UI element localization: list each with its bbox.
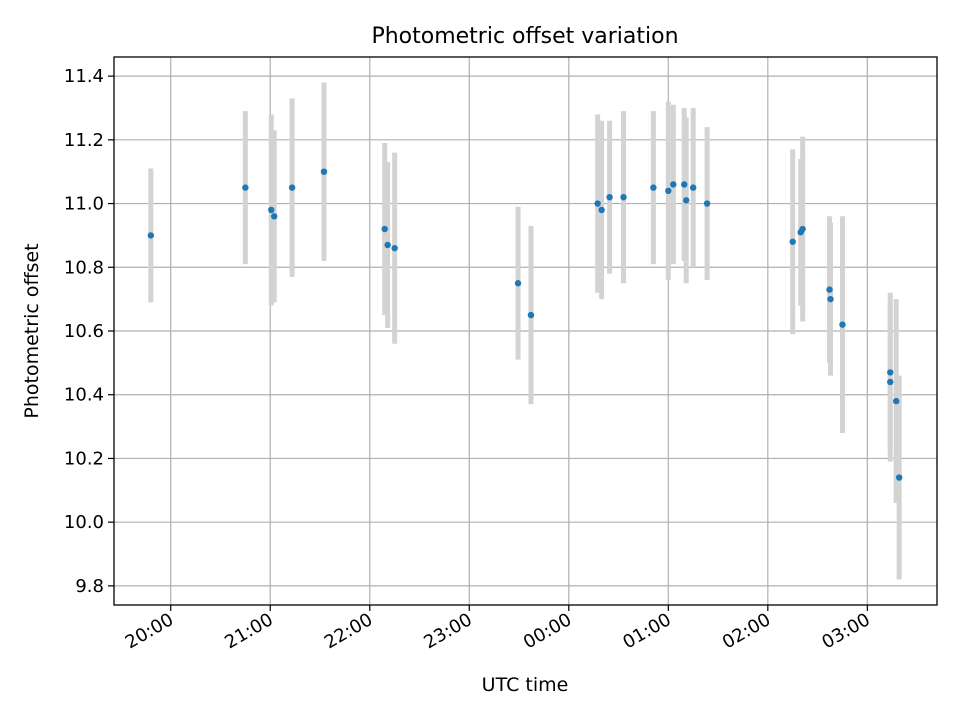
data-point <box>799 225 806 233</box>
y-tick-label: 10.6 <box>64 321 104 342</box>
y-tick-label: 10.4 <box>64 385 104 406</box>
data-points <box>147 168 903 481</box>
x-tick-label: 02:00 <box>719 609 774 653</box>
y-tick-label: 11.0 <box>64 194 104 215</box>
y-tick-label: 10.0 <box>64 512 104 533</box>
data-point <box>681 181 688 188</box>
data-point <box>598 206 605 214</box>
data-point <box>887 369 894 376</box>
data-point <box>620 193 627 201</box>
y-axis-label: Photometric offset <box>21 243 43 418</box>
x-tick-label: 01:00 <box>619 609 674 653</box>
data-point <box>689 184 697 191</box>
grid <box>114 57 937 605</box>
data-point <box>683 197 690 204</box>
x-tick-label: 20:00 <box>122 609 177 653</box>
chart-title: Photometric offset variation <box>371 24 678 49</box>
y-tick-label: 10.2 <box>64 448 104 469</box>
y-tick-label: 10.8 <box>64 257 104 278</box>
data-point <box>288 184 296 191</box>
data-point <box>514 280 522 287</box>
data-point <box>527 311 535 319</box>
y-tick-label: 11.2 <box>64 130 104 151</box>
data-point <box>381 225 388 233</box>
y-tick-label: 9.8 <box>75 576 104 597</box>
data-point <box>703 200 711 207</box>
data-point <box>892 397 900 405</box>
y-axis-ticks: 9.8 10.0 10.2 10.4 10.6 10.8 11.0 11.2 11.4 <box>64 66 114 597</box>
data-point <box>827 295 834 303</box>
data-point <box>839 321 846 328</box>
x-tick-label: 00:00 <box>520 609 575 653</box>
data-point <box>147 232 155 239</box>
data-point <box>594 200 601 207</box>
y-tick-label: 11.4 <box>64 66 104 87</box>
data-point <box>606 193 613 201</box>
data-point <box>242 184 249 191</box>
x-tick-label: 21:00 <box>221 609 276 653</box>
data-point <box>271 213 278 220</box>
data-point <box>826 286 833 293</box>
x-tick-label: 23:00 <box>420 609 475 653</box>
data-point <box>650 184 657 191</box>
data-point <box>895 474 903 481</box>
data-point <box>887 378 894 386</box>
data-point <box>320 168 328 175</box>
x-tick-label: 22:00 <box>321 609 376 653</box>
data-point <box>665 187 672 195</box>
data-point <box>268 206 275 214</box>
data-point <box>789 238 796 245</box>
x-axis-label: UTC time <box>482 674 569 696</box>
data-point <box>670 181 677 188</box>
x-axis-ticks: 20:00 21:00 22:00 23:00 00:00 01:00 02:00 03:00 <box>122 605 874 653</box>
x-tick-label: 03:00 <box>818 609 873 653</box>
data-point <box>391 244 398 252</box>
data-point <box>384 241 391 249</box>
